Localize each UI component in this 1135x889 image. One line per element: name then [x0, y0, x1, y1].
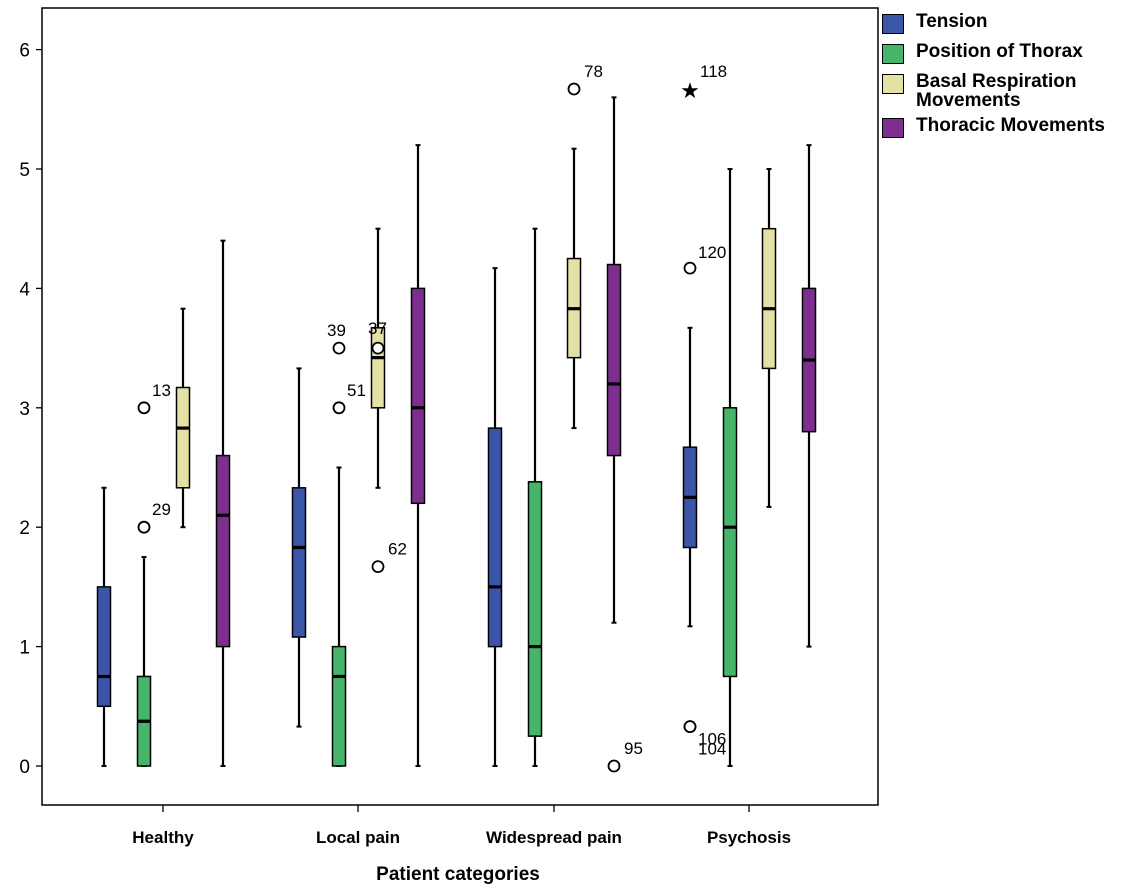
legend-label: Position of Thorax: [916, 41, 1083, 62]
series-thoracic-movements: 95: [215, 96, 817, 773]
legend-item: Tension: [882, 12, 1135, 36]
outlier-circle-marker: [607, 759, 621, 773]
outlier-label: 78: [584, 62, 603, 81]
box-widespread-pain: [527, 227, 543, 767]
iqr-box: [291, 487, 307, 638]
box-widespread-pain: 78: [566, 62, 603, 430]
y-tick-label: 6: [19, 41, 30, 62]
outlier-label: 13: [152, 381, 171, 400]
outlier-circle-marker: [137, 520, 151, 534]
outlier-label: 39: [327, 321, 346, 340]
box-local-pain: [410, 144, 426, 767]
iqr-box: [527, 481, 543, 737]
outlier-label: 95: [624, 739, 643, 758]
outlier-label: 37: [368, 319, 387, 338]
y-tick-label: 4: [19, 279, 30, 300]
legend-swatch: [882, 74, 904, 94]
series-position-of-thorax: 13 29 39 51: [136, 168, 738, 767]
outlier-circle-marker: [371, 560, 385, 574]
iqr-box: [761, 227, 777, 370]
box-widespread-pain: 95: [606, 96, 643, 773]
iqr-box: [175, 386, 191, 489]
box-healthy: [175, 307, 191, 529]
outlier-circle-marker: [332, 341, 346, 355]
outlier-circle-marker: [683, 261, 697, 275]
box-healthy: [215, 239, 231, 767]
iqr-box: [370, 327, 386, 409]
x-tick-label: Local pain: [316, 828, 400, 847]
legend-swatch: [882, 44, 904, 64]
y-tick-label: 1: [19, 638, 30, 659]
box-local-pain: [291, 367, 307, 728]
legend-swatch: [882, 118, 904, 138]
series-basal-respiration-movements: 37 62 78: [175, 62, 777, 574]
x-tick-label: Healthy: [132, 828, 194, 847]
outlier-circle-marker: [371, 341, 385, 355]
legend-item: Position of Thorax: [882, 42, 1135, 66]
outlier-circle-marker: [567, 82, 581, 96]
iqr-box: [215, 454, 231, 648]
legend-label: Thoracic Movements: [916, 115, 1105, 136]
legend-label: Basal Respiration Movements: [916, 71, 1077, 111]
legend-label: Tension: [916, 11, 988, 32]
box-psychosis: [722, 168, 738, 767]
extreme-star-marker: ★: [680, 78, 700, 103]
iqr-box: [410, 287, 426, 505]
outlier-label: 29: [152, 500, 171, 519]
x-tick-label: Widespread pain: [486, 828, 622, 847]
outlier-label: 120: [698, 243, 726, 262]
plot-frame: [41, 7, 879, 806]
iqr-box: [606, 263, 622, 457]
legend: Tension Position of Thorax Basal Respirati…: [882, 12, 1135, 146]
iqr-box: [722, 407, 738, 678]
iqr-box: [96, 586, 112, 708]
box-healthy: [96, 486, 112, 767]
iqr-box: [331, 645, 347, 767]
legend-item: Basal Respiration Movements: [882, 72, 1135, 110]
outlier-circle-marker: [137, 401, 151, 415]
box-psychosis: [761, 168, 777, 508]
y-tick-label: 2: [19, 518, 30, 539]
outlier-circle-marker: [332, 401, 346, 415]
y-axis: 0 1 2 3 4 5 6: [19, 41, 42, 778]
outlier-label: 104: [698, 740, 726, 759]
outlier-label: 106: [698, 730, 726, 749]
outlier-label: 51: [347, 381, 366, 400]
outlier-circle-marker: [683, 720, 697, 733]
x-axis-label: Patient categories: [376, 864, 540, 884]
box-local-pain: 39 51: [327, 321, 366, 767]
y-tick-label: 3: [19, 399, 30, 420]
box-healthy: 13 29: [136, 381, 171, 767]
box-local-pain: 37 62: [368, 227, 407, 574]
box-widespread-pain: [487, 267, 503, 767]
x-axis: Healthy Local pain Widespread pain Psychosi…: [132, 805, 791, 847]
iqr-box: [487, 427, 503, 648]
outlier-label: 62: [388, 540, 407, 559]
outlier-label: 118: [700, 62, 727, 81]
legend-item: Thoracic Movements: [882, 116, 1135, 140]
y-tick-label: 0: [19, 757, 30, 778]
box-psychosis: [801, 144, 817, 648]
x-tick-label: Psychosis: [707, 828, 791, 847]
y-tick-label: 5: [19, 160, 30, 181]
legend-swatch: [882, 14, 904, 34]
